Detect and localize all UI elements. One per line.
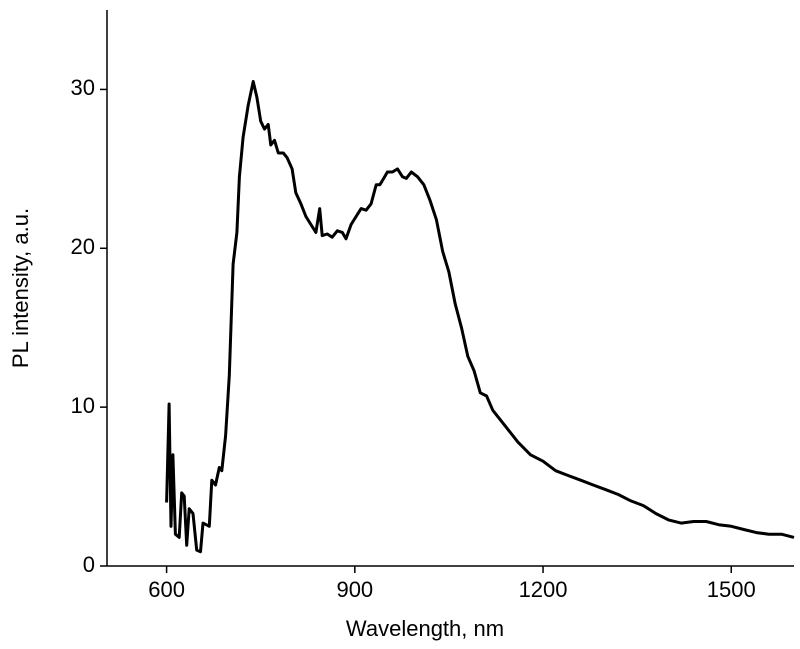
y-tick-label: 20 <box>71 234 95 259</box>
x-tick-label: 1500 <box>707 577 756 602</box>
data-line <box>165 80 795 554</box>
x-axis-label: Wavelength, nm <box>346 616 504 641</box>
y-tick-label: 10 <box>71 393 95 418</box>
y-axis-label: PL intensity, a.u. <box>8 208 33 368</box>
x-tick-label: 900 <box>336 577 373 602</box>
y-tick-label: 0 <box>83 552 95 577</box>
x-tick-label: 1200 <box>519 577 568 602</box>
x-tick-label: 600 <box>148 577 185 602</box>
y-tick-label: 30 <box>71 75 95 100</box>
